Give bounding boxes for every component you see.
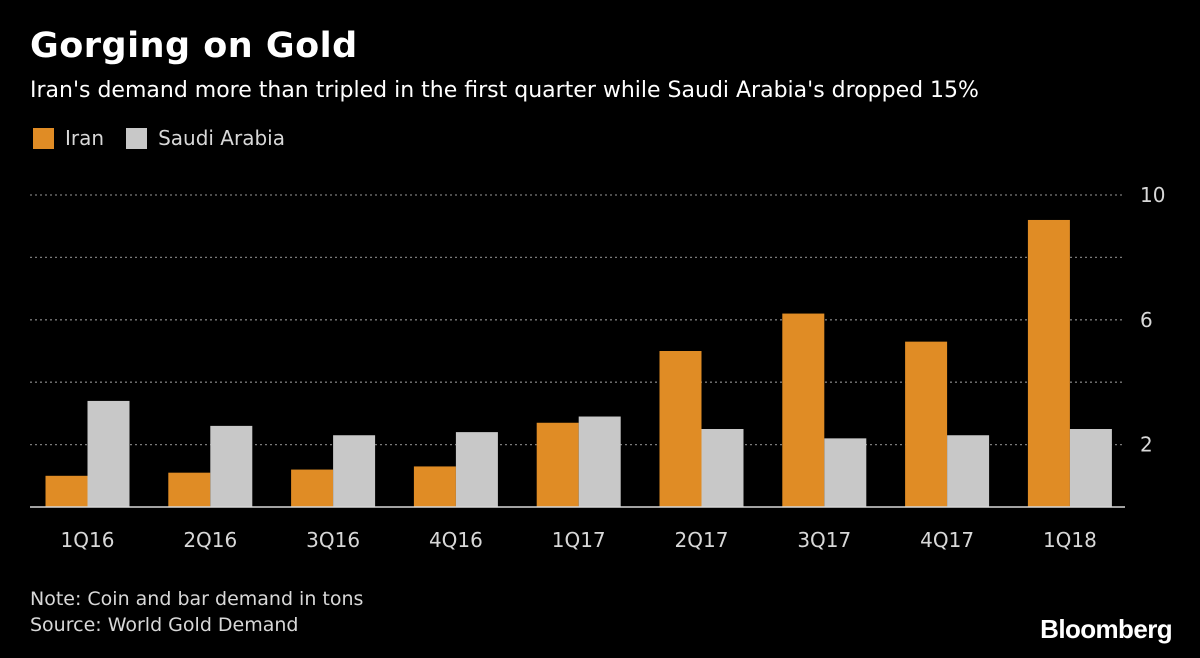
bar-iran-1q16 <box>45 475 88 507</box>
bar-iran-3q16 <box>291 469 334 507</box>
legend-label-iran: Iran <box>65 126 105 150</box>
chart-source: Source: World Gold Demand <box>30 614 299 636</box>
chart-subtitle: Iran's demand more than tripled in the f… <box>30 78 979 103</box>
y-tick-label-6: 6 <box>1140 308 1153 332</box>
bar-iran-1q18 <box>1027 219 1070 507</box>
bar-iran-4q16 <box>413 466 456 507</box>
bar-saudi-arabia-1q18 <box>1069 429 1112 507</box>
bar-iran-2q17 <box>659 351 702 507</box>
x-tick-label-1q17: 1Q17 <box>552 528 606 552</box>
bar-saudi-arabia-2q17 <box>701 429 744 507</box>
bar-saudi-arabia-1q17 <box>578 416 621 507</box>
x-tick-label-3q17: 3Q17 <box>797 528 851 552</box>
bar-saudi-arabia-4q16 <box>455 432 498 507</box>
legend-swatch-iran <box>33 127 54 149</box>
x-tick-label-1q16: 1Q16 <box>61 528 115 552</box>
chart-note: Note: Coin and bar demand in tons <box>30 588 364 610</box>
legend: Iran Saudi Arabia <box>33 126 307 150</box>
bar-saudi-arabia-4q17 <box>947 435 990 507</box>
x-tick-label-4q17: 4Q17 <box>920 528 974 552</box>
y-tick-label-2: 2 <box>1140 433 1153 457</box>
x-tick-label-2q17: 2Q17 <box>675 528 729 552</box>
bar-iran-1q17 <box>536 422 579 507</box>
legend-item-iran: Iran <box>33 126 104 150</box>
x-tick-label-3q16: 3Q16 <box>306 528 360 552</box>
legend-item-saudi-arabia: Saudi Arabia <box>126 126 285 150</box>
legend-label-saudi-arabia: Saudi Arabia <box>158 126 285 150</box>
x-tick-label-4q16: 4Q16 <box>429 528 483 552</box>
bar-iran-2q16 <box>168 472 211 507</box>
bloomberg-logo: Bloomberg <box>1040 614 1172 644</box>
chart-title: Gorging on Gold <box>30 26 358 66</box>
x-tick-label-2q16: 2Q16 <box>183 528 237 552</box>
bar-saudi-arabia-3q16 <box>333 435 376 507</box>
bar-iran-3q17 <box>782 313 825 507</box>
x-tick-label-1q18: 1Q18 <box>1043 528 1097 552</box>
y-tick-label-10: 10 <box>1140 183 1165 207</box>
bar-saudi-arabia-3q17 <box>824 438 867 507</box>
bar-iran-4q17 <box>905 341 948 507</box>
bar-saudi-arabia-2q16 <box>210 425 253 507</box>
legend-swatch-saudi-arabia <box>126 127 148 149</box>
bar-saudi-arabia-1q16 <box>87 400 130 507</box>
